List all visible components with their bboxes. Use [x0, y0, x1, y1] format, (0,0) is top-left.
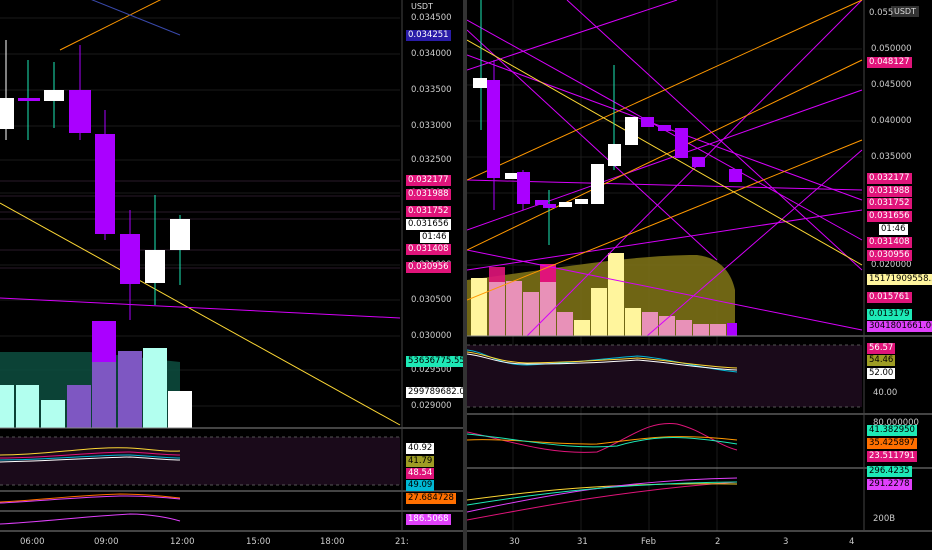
- price-label: 186.5068: [406, 514, 451, 525]
- price-tick: 0.033500: [411, 85, 452, 95]
- price-tick: 0.034500: [411, 13, 452, 23]
- price-tick: 0.045000: [871, 80, 912, 90]
- time-tick: 4: [849, 537, 855, 547]
- price-label: 49.09: [406, 480, 435, 491]
- price-label: 54.46: [867, 355, 896, 366]
- price-label: 0.031656: [867, 211, 912, 222]
- price-label: 299789682.000: [406, 387, 478, 398]
- price-label: 0.031408: [867, 237, 912, 248]
- right-chart-pane[interactable]: USDT 0.055 0.050000 0.045000 0.040000 0.035…: [467, 0, 932, 550]
- price-label: 296.4235: [867, 466, 912, 477]
- price-label: 0.031988: [406, 189, 451, 200]
- time-tick: 3: [783, 537, 789, 547]
- price-label: 56.57: [867, 343, 896, 354]
- currency-label: USDT: [411, 2, 433, 11]
- price-label: 0.030956: [867, 250, 912, 261]
- price-label: 0.031752: [406, 206, 451, 217]
- right-chart-canvas[interactable]: [467, 0, 932, 550]
- price-tick: 0.034000: [411, 49, 452, 59]
- price-label: 0.030956: [406, 262, 451, 273]
- price-label: 0.015761: [867, 292, 912, 303]
- price-tick: 0.040000: [871, 116, 912, 126]
- time-tick: 2: [715, 537, 721, 547]
- price-label: 291.2278: [867, 479, 912, 490]
- price-tick: 0.055: [869, 8, 894, 18]
- price-label: 0.032177: [867, 173, 912, 184]
- time-tick: 21:: [395, 537, 409, 547]
- price-label: 01:46: [420, 232, 449, 243]
- currency-label: USDT: [891, 6, 919, 17]
- price-label: 0.031988: [867, 186, 912, 197]
- price-tick: 0.030000: [411, 331, 452, 341]
- price-label: 27.684728: [406, 493, 456, 504]
- price-label: 35.425897: [867, 438, 917, 449]
- price-label: 0.048127: [867, 57, 912, 68]
- price-label: 40.92: [406, 443, 435, 454]
- price-label: 0.031752: [867, 198, 912, 209]
- volume-bars: [0, 321, 192, 428]
- price-tick: 0.029000: [411, 401, 452, 411]
- price-tick: 0.050000: [871, 44, 912, 54]
- price-tick: 0.035000: [871, 152, 912, 162]
- left-chart-pane[interactable]: USDT 0.034500 0.034000 0.033500 0.033000 0.0…: [0, 0, 478, 550]
- candles: [0, 40, 190, 320]
- price-label: 200B: [873, 514, 896, 524]
- price-label: 40.00: [873, 388, 898, 398]
- price-label: 48.54: [406, 468, 435, 479]
- price-label: 53636775.550: [406, 356, 473, 367]
- price-label: 41.382950: [867, 425, 917, 436]
- price-label: 15171909558.500: [867, 274, 932, 285]
- time-tick: 12:00: [170, 537, 195, 547]
- time-tick: 06:00: [20, 537, 45, 547]
- time-tick: 15:00: [246, 537, 271, 547]
- price-label: 41.79: [406, 456, 435, 467]
- time-tick: 30: [509, 537, 520, 547]
- price-label: 23.511791: [867, 451, 917, 462]
- price-label: 01:46: [879, 224, 908, 235]
- price-label: 52.00: [867, 368, 896, 379]
- price-tick: 0.033000: [411, 121, 452, 131]
- price-label: 3041801661.000: [867, 321, 932, 332]
- price-label: 0.032177: [406, 175, 451, 186]
- left-chart-canvas[interactable]: [0, 0, 463, 550]
- price-label: 0.031656: [406, 219, 451, 230]
- price-label: 0.031408: [406, 244, 451, 255]
- time-tick: 31: [577, 537, 588, 547]
- price-label: 0.013179: [867, 309, 912, 320]
- time-tick: 18:00: [320, 537, 345, 547]
- price-tick: 0.020000: [871, 260, 912, 270]
- pane-divider[interactable]: [463, 0, 467, 550]
- price-tick: 0.032500: [411, 155, 452, 165]
- time-tick: 09:00: [94, 537, 119, 547]
- price-label: 80.000000: [873, 418, 919, 428]
- time-tick: Feb: [641, 537, 657, 547]
- price-tick: 0.029500: [411, 365, 452, 375]
- price-label: 0.034251: [406, 30, 451, 41]
- price-tick: 0.030500: [411, 295, 452, 305]
